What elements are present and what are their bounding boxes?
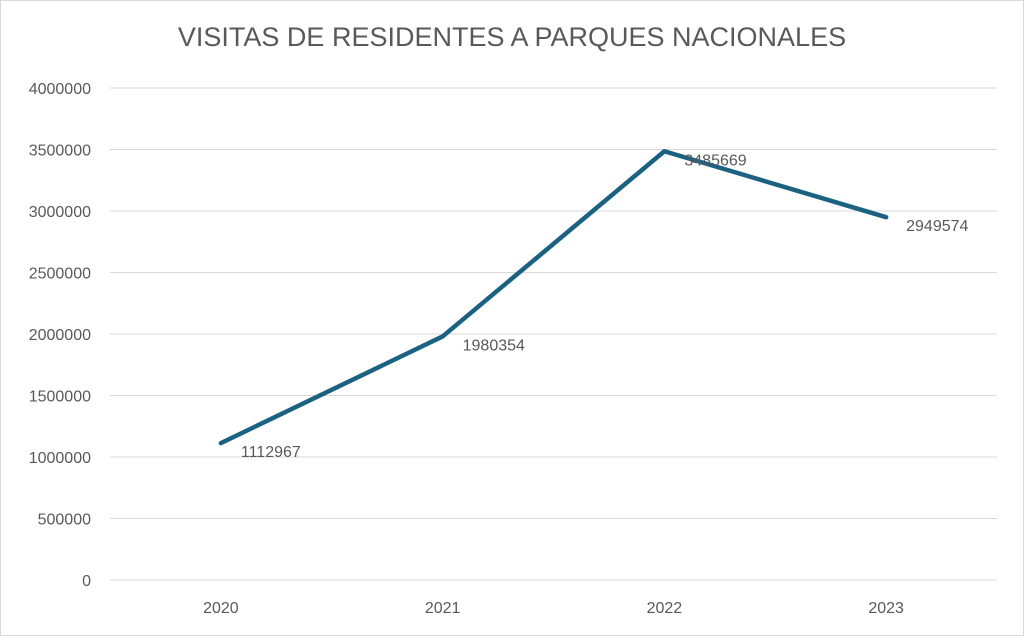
data-label: 3485669	[684, 152, 746, 169]
y-tick-label: 1500000	[29, 389, 91, 406]
chart-title: VISITAS DE RESIDENTES A PARQUES NACIONAL…	[177, 22, 847, 52]
y-tick-label: 4000000	[29, 81, 91, 98]
data-label: 2949574	[906, 218, 968, 235]
data-label: 1980354	[463, 337, 525, 354]
series-line	[218, 149, 889, 446]
x-tick-label: 2022	[647, 600, 683, 617]
y-tick-label: 3500000	[29, 143, 91, 160]
y-tick-label: 500000	[38, 512, 91, 529]
x-tick-label: 2021	[425, 600, 461, 617]
data-label: 1112967	[241, 444, 301, 461]
y-tick-label: 0	[82, 573, 91, 590]
y-tick-label: 2500000	[29, 266, 91, 283]
y-tick-label: 1000000	[29, 450, 91, 467]
y-tick-label: 3000000	[29, 204, 91, 221]
y-tick-label: 2000000	[29, 327, 91, 344]
x-tick-label: 2020	[203, 600, 239, 617]
x-tick-label: 2023	[868, 600, 904, 617]
